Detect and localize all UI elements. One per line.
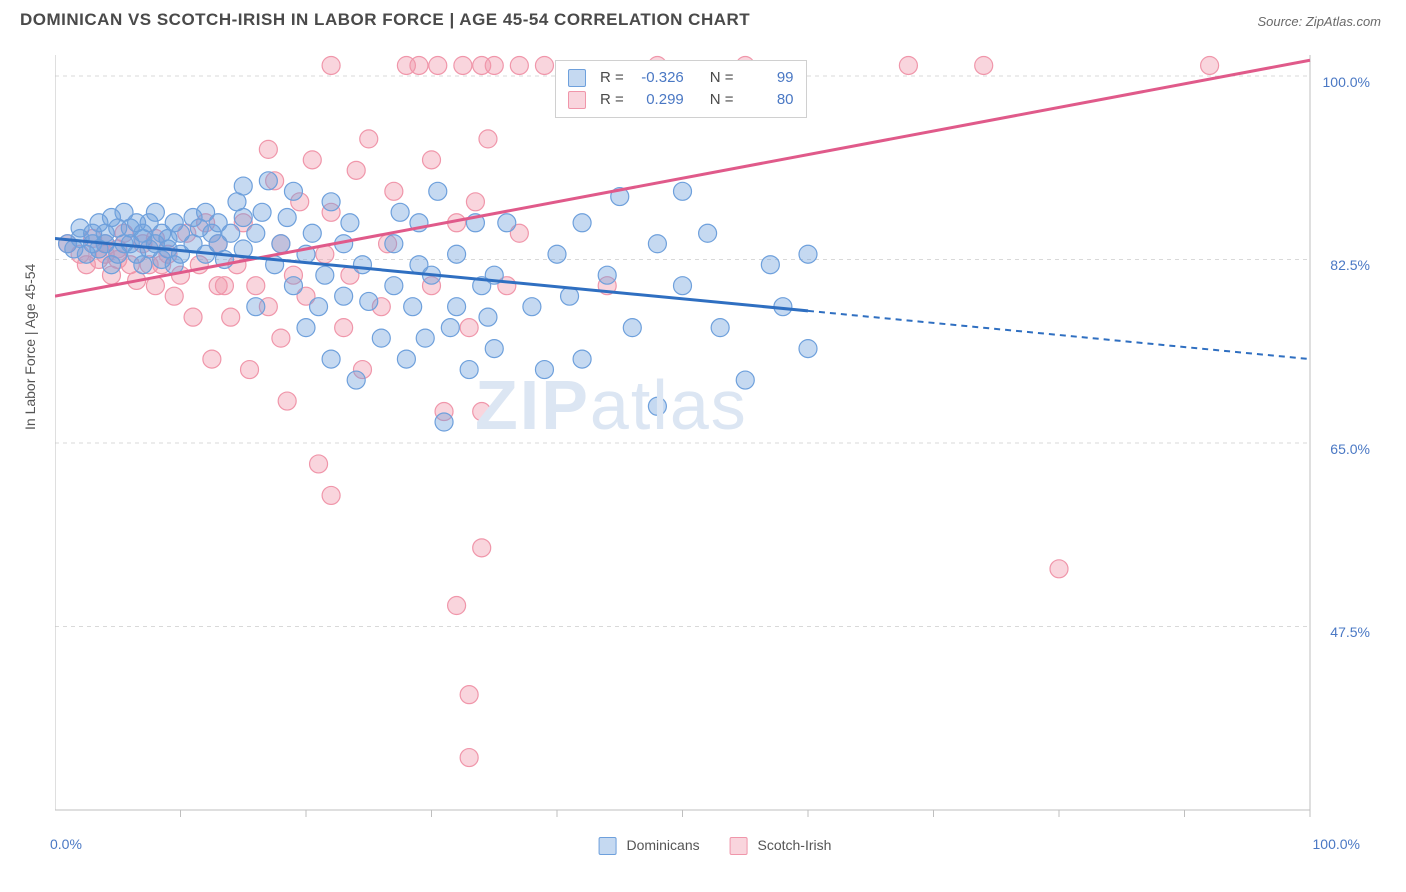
- n-value-a: 99: [742, 67, 794, 89]
- n-value-b: 80: [742, 89, 794, 111]
- y-tick-label: 100.0%: [1323, 74, 1370, 90]
- legend-item-b: Scotch-Irish: [730, 837, 832, 855]
- y-tick-label: 65.0%: [1330, 441, 1370, 457]
- y-axis-label: In Labor Force | Age 45-54: [22, 264, 38, 430]
- stats-box: R = -0.326 N = 99 R = 0.299 N = 80: [555, 60, 807, 118]
- r-value-a: -0.326: [632, 67, 684, 89]
- r-value-b: 0.299: [632, 89, 684, 111]
- legend-swatch-b-icon: [730, 837, 748, 855]
- swatch-a-icon: [568, 69, 586, 87]
- x-min-label: 0.0%: [50, 836, 82, 852]
- source-attribution: Source: ZipAtlas.com: [1257, 14, 1381, 29]
- n-label: N =: [710, 67, 734, 89]
- y-tick-label: 47.5%: [1330, 624, 1370, 640]
- swatch-b-icon: [568, 91, 586, 109]
- n-label: N =: [710, 89, 734, 111]
- legend-footer: Dominicans Scotch-Irish: [599, 837, 832, 855]
- chart-title: DOMINICAN VS SCOTCH-IRISH IN LABOR FORCE…: [20, 10, 750, 29]
- stats-row-b: R = 0.299 N = 80: [568, 89, 794, 111]
- scatter-plot-svg: [55, 55, 1375, 855]
- chart-area: ZIPatlas R = -0.326 N = 99 R = 0.299 N =…: [55, 55, 1375, 830]
- x-max-label: 100.0%: [1313, 836, 1360, 852]
- r-label: R =: [600, 89, 624, 111]
- legend-label-a: Dominicans: [626, 837, 699, 853]
- y-tick-label: 82.5%: [1330, 257, 1370, 273]
- stats-row-a: R = -0.326 N = 99: [568, 67, 794, 89]
- legend-label-b: Scotch-Irish: [758, 837, 832, 853]
- legend-item-a: Dominicans: [599, 837, 700, 855]
- r-label: R =: [600, 67, 624, 89]
- legend-swatch-a-icon: [599, 837, 617, 855]
